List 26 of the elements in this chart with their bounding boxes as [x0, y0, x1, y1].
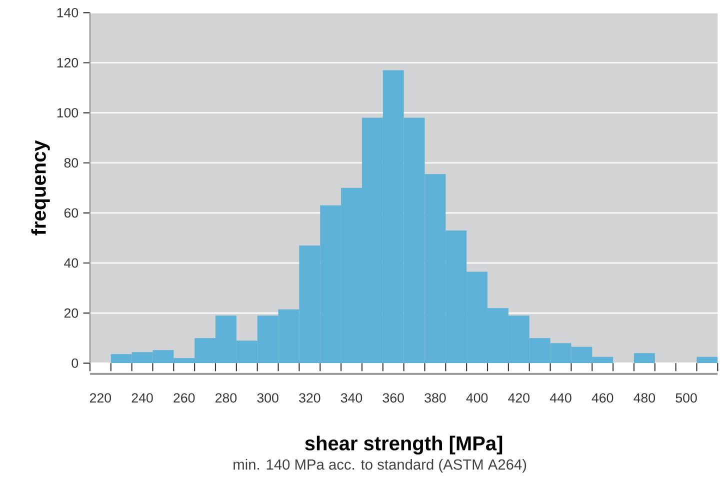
- y-tick-label: 40: [64, 258, 78, 268]
- x-tick-label: 280: [216, 393, 237, 403]
- x-tick-label: 300: [257, 393, 278, 403]
- y-tick-label: 140: [57, 8, 78, 18]
- x-tick-label: 400: [466, 393, 488, 403]
- y-tick-label: 120: [57, 58, 78, 68]
- x-tick-label: 480: [634, 393, 656, 403]
- x-tick-label: 460: [592, 393, 614, 403]
- y-tick-label: 20: [64, 308, 78, 318]
- x-tick-label: 380: [424, 393, 446, 403]
- x-tick-label: 260: [174, 393, 195, 403]
- x-tick-label: 420: [508, 393, 530, 403]
- x-tick-label: 340: [340, 393, 362, 403]
- y-tick-label: 60: [64, 208, 78, 218]
- x-tick-label: 360: [382, 393, 404, 403]
- y-tick-label: 80: [64, 158, 78, 168]
- x-axis-title: shear strength [MPa]: [305, 436, 502, 455]
- y-tick-label: 100: [57, 108, 78, 118]
- x-tick-label: 500: [676, 393, 697, 403]
- y-axis-title: frequency: [31, 140, 50, 236]
- x-tick-label: 240: [132, 393, 153, 403]
- x-tick-label: 220: [90, 393, 112, 403]
- y-tick-label: 0: [72, 358, 78, 368]
- x-tick-label: 440: [550, 393, 572, 403]
- x-tick-label: 320: [299, 393, 320, 403]
- text: min. 140 MPa acc. to standard (ASTM A264): [234, 459, 526, 473]
